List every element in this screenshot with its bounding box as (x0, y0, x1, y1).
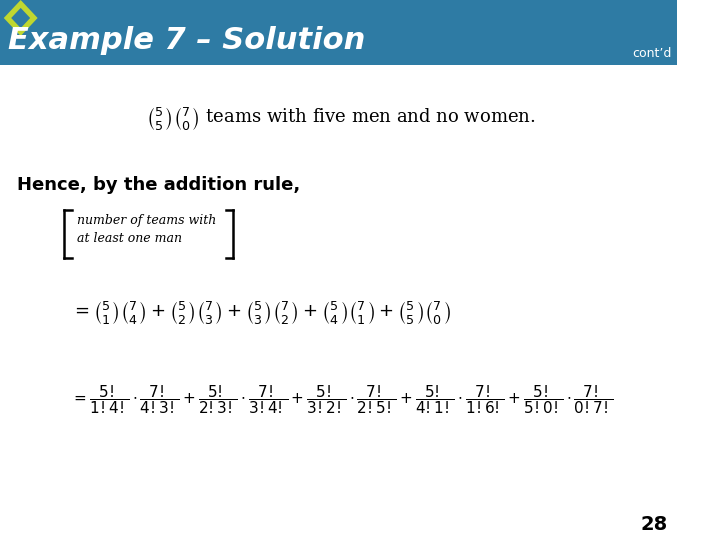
Text: Example 7 – Solution: Example 7 – Solution (7, 26, 365, 55)
Text: at least one man: at least one man (77, 232, 182, 245)
Text: 28: 28 (640, 516, 667, 535)
Text: $= \dfrac{5!}{1!4!}\cdot\dfrac{7!}{4!3!} + \dfrac{5!}{2!3!}\cdot\dfrac{7!}{3!4!}: $= \dfrac{5!}{1!4!}\cdot\dfrac{7!}{4!3!}… (71, 383, 613, 416)
Text: number of teams with: number of teams with (77, 214, 217, 227)
Text: Hence, by the addition rule,: Hence, by the addition rule, (17, 176, 300, 194)
Text: cont’d: cont’d (632, 47, 672, 60)
Polygon shape (4, 0, 37, 36)
Text: $= \binom{5}{1}\binom{7}{4} + \binom{5}{2}\binom{7}{3} + \binom{5}{3}\binom{7}{2: $= \binom{5}{1}\binom{7}{4} + \binom{5}{… (71, 299, 451, 326)
FancyBboxPatch shape (0, 0, 678, 65)
Text: $\binom{5}{5}\binom{7}{0}$ teams with five men and no women.: $\binom{5}{5}\binom{7}{0}$ teams with fi… (146, 105, 535, 132)
Polygon shape (12, 8, 30, 28)
